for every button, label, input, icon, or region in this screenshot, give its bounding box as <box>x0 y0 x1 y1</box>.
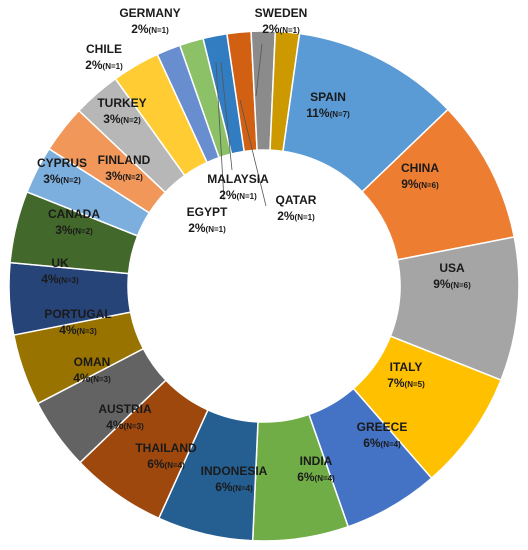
slice-percent-austria: 4% <box>106 418 124 432</box>
slice-percent-germany: 2% <box>131 22 149 36</box>
slice-label-oman: OMAN <box>74 355 111 369</box>
slice-percent-india: 6% <box>297 470 315 484</box>
slice-label-canada: CANADA <box>48 207 100 221</box>
slice-percent-chile: 2% <box>85 58 103 72</box>
slice-value-india: 6%(N=4) <box>297 470 335 484</box>
slice-count-india: (N=4) <box>315 474 336 483</box>
slice-value-chile: 2%(N=1) <box>85 58 123 72</box>
slice-count-qatar: (N=1) <box>295 213 316 222</box>
slice-count-greece: (N=4) <box>381 440 402 449</box>
slice-count-finland: (N=2) <box>123 173 144 182</box>
slice-sweden <box>269 30 301 153</box>
slice-value-germany: 2%(N=1) <box>131 22 169 36</box>
slice-value-canada: 3%(N=2) <box>55 223 93 237</box>
slice-value-indonesia: 6%(N=4) <box>215 480 253 494</box>
slice-value-italy: 7%(N=5) <box>387 376 425 390</box>
slice-percent-canada: 3% <box>55 223 73 237</box>
slice-label-egypt: EGYPT <box>187 205 228 219</box>
slice-value-cyprus: 3%(N=2) <box>43 172 81 186</box>
slice-label-finland: FINLAND <box>98 153 151 167</box>
slice-value-malaysia: 2%(N=1) <box>219 188 257 202</box>
slice-label-uk: UK <box>51 256 69 270</box>
slice-count-thailand: (N=4) <box>165 461 186 470</box>
slice-value-turkey: 3%(N=2) <box>103 112 141 126</box>
slice-value-thailand: 6%(N=4) <box>147 457 185 471</box>
slice-count-turkey: (N=2) <box>121 116 142 125</box>
slice-label-indonesia: INDONESIA <box>201 464 268 478</box>
slice-percent-sweden: 2% <box>262 22 280 36</box>
slice-label-sweden: SWEDEN <box>255 6 308 20</box>
slice-count-uk: (N=3) <box>59 276 80 285</box>
slice-percent-egypt: 2% <box>188 221 206 235</box>
slice-value-egypt: 2%(N=1) <box>188 221 226 235</box>
slice-percent-finland: 3% <box>105 169 123 183</box>
slice-percent-thailand: 6% <box>147 457 165 471</box>
slice-percent-usa: 9% <box>433 277 451 291</box>
slice-count-china: (N=6) <box>419 181 440 190</box>
slice-percent-spain: 11% <box>306 106 330 120</box>
slice-label-turkey: TURKEY <box>97 96 146 110</box>
slice-label-austria: AUSTRIA <box>98 402 152 416</box>
slice-percent-uk: 4% <box>41 272 59 286</box>
slice-value-china: 9%(N=6) <box>401 177 439 191</box>
slice-count-oman: (N=3) <box>91 375 112 384</box>
slice-label-cyprus: CYPRUS <box>37 156 87 170</box>
slice-count-austria: (N=3) <box>124 422 145 431</box>
slice-label-usa: USA <box>439 261 465 275</box>
slice-value-austria: 4%(N=3) <box>106 418 144 432</box>
slice-label-greece: GREECE <box>357 420 408 434</box>
slice-count-indonesia: (N=4) <box>233 484 254 493</box>
slice-value-spain: 11%(N=7) <box>306 106 350 120</box>
slice-count-spain: (N=7) <box>330 110 351 119</box>
slice-percent-portugal: 4% <box>59 323 77 337</box>
slice-percent-china: 9% <box>401 177 419 191</box>
slice-label-germany: GERMANY <box>119 6 180 20</box>
leader-line-sweden <box>255 43 263 97</box>
slice-percent-turkey: 3% <box>103 112 121 126</box>
slice-count-portugal: (N=3) <box>77 327 98 336</box>
slice-count-chile: (N=1) <box>103 62 124 71</box>
slice-count-malaysia: (N=1) <box>237 192 258 201</box>
slice-count-sweden: (N=1) <box>280 26 301 35</box>
slice-percent-indonesia: 6% <box>215 480 233 494</box>
slice-count-germany: (N=1) <box>149 26 170 35</box>
slice-percent-cyprus: 3% <box>43 172 61 186</box>
slice-label-portugal: PORTUGAL <box>44 307 111 321</box>
leader-line-qatar <box>239 99 267 207</box>
slice-percent-italy: 7% <box>387 376 405 390</box>
slice-count-italy: (N=5) <box>405 380 426 389</box>
slice-percent-qatar: 2% <box>277 209 295 223</box>
slice-percent-malaysia: 2% <box>219 188 237 202</box>
slice-percent-oman: 4% <box>73 371 91 385</box>
slice-value-portugal: 4%(N=3) <box>59 323 97 337</box>
slice-count-cyprus: (N=2) <box>61 176 82 185</box>
slice-count-canada: (N=2) <box>73 227 94 236</box>
slice-label-malaysia: MALAYSIA <box>207 172 269 186</box>
slice-label-india: INDIA <box>300 454 333 468</box>
slice-label-china: CHINA <box>401 161 439 175</box>
slice-value-uk: 4%(N=3) <box>41 272 79 286</box>
slice-label-chile: CHILE <box>86 42 122 56</box>
slice-count-usa: (N=6) <box>451 281 472 290</box>
leader-line-malaysia <box>220 61 233 171</box>
slice-label-qatar: QATAR <box>276 193 317 207</box>
slice-value-oman: 4%(N=3) <box>73 371 111 385</box>
slice-value-qatar: 2%(N=1) <box>277 209 315 223</box>
slice-label-spain: SPAIN <box>310 90 346 104</box>
slice-count-egypt: (N=1) <box>206 225 227 234</box>
slice-label-italy: ITALY <box>390 360 423 374</box>
slice-value-usa: 9%(N=6) <box>433 277 471 291</box>
leader-line-egypt <box>215 61 225 201</box>
slice-percent-greece: 6% <box>363 436 381 450</box>
slice-value-greece: 6%(N=4) <box>363 436 401 450</box>
slice-value-finland: 3%(N=2) <box>105 169 143 183</box>
slice-value-sweden: 2%(N=1) <box>262 22 300 36</box>
slice-label-thailand: THAILAND <box>135 441 197 455</box>
